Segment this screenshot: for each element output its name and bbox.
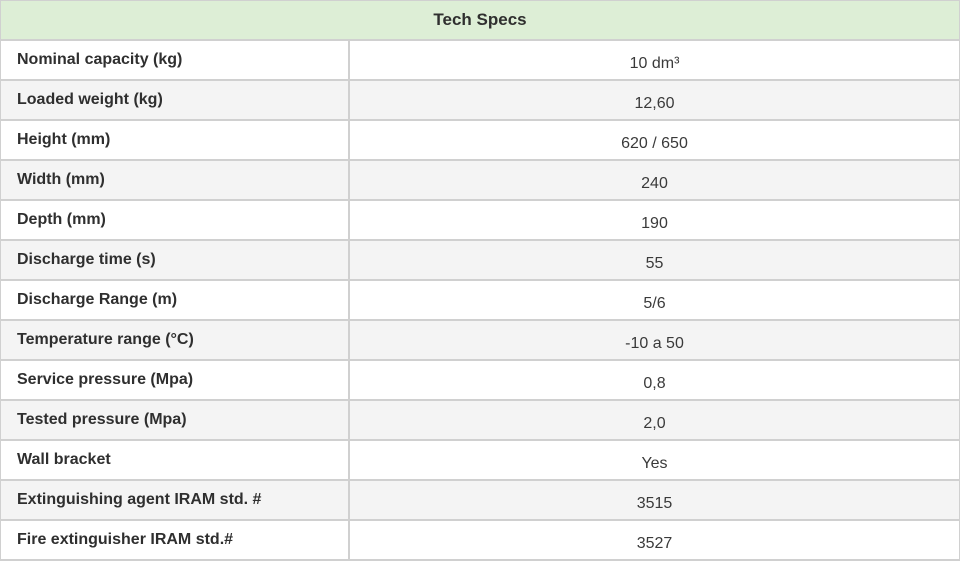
spec-label: Service pressure (Mpa) (1, 361, 350, 399)
spec-label: Width (mm) (1, 161, 350, 199)
spec-value: 10 dm³ (629, 55, 680, 72)
spec-label: Nominal capacity (kg) (1, 41, 350, 79)
table-row: Fire extinguisher IRAM std.# 3527 (1, 521, 959, 561)
spec-value: 190 (641, 215, 668, 232)
spec-label: Height (mm) (1, 121, 350, 159)
spec-label: Discharge time (s) (1, 241, 350, 279)
table-row: Width (mm) 240 (1, 161, 959, 201)
table-row: Depth (mm) 190 (1, 201, 959, 241)
spec-label: Loaded weight (kg) (1, 81, 350, 119)
spec-value: 55 (645, 255, 664, 272)
spec-value: 12,60 (634, 95, 675, 112)
spec-label: Tested pressure (Mpa) (1, 401, 350, 439)
table-row: Wall bracket Yes (1, 441, 959, 481)
spec-label: Discharge Range (m) (1, 281, 350, 319)
spec-value: Yes (641, 455, 668, 472)
table-title: Tech Specs (1, 1, 959, 41)
table-body: Nominal capacity (kg) 10 dm³ Loaded weight… (1, 41, 959, 561)
table-row: Height (mm) 620 / 650 (1, 121, 959, 161)
table-row: Temperature range (°C) -10 a 50 (1, 321, 959, 361)
spec-value: 2,0 (643, 415, 666, 432)
spec-label: Fire extinguisher IRAM std.# (1, 521, 350, 559)
spec-value: 5/6 (643, 295, 666, 312)
spec-label: Temperature range (°C) (1, 321, 350, 359)
spec-value: 0,8 (643, 375, 666, 392)
spec-value: 620 / 650 (621, 135, 688, 152)
table-row: Nominal capacity (kg) 10 dm³ (1, 41, 959, 81)
table-row: Discharge Range (m) 5/6 (1, 281, 959, 321)
spec-value: -10 a 50 (625, 335, 684, 352)
spec-value: 3527 (636, 535, 673, 552)
table-row: Tested pressure (Mpa) 2,0 (1, 401, 959, 441)
table-row: Discharge time (s) 55 (1, 241, 959, 281)
spec-value: 240 (641, 175, 668, 192)
spec-label: Wall bracket (1, 441, 350, 479)
table-row: Extinguishing agent IRAM std. # 3515 (1, 481, 959, 521)
spec-label: Extinguishing agent IRAM std. # (1, 481, 350, 519)
spec-value: 3515 (636, 495, 673, 512)
table-row: Loaded weight (kg) 12,60 (1, 81, 959, 121)
spec-label: Depth (mm) (1, 201, 350, 239)
table-row: Service pressure (Mpa) 0,8 (1, 361, 959, 401)
